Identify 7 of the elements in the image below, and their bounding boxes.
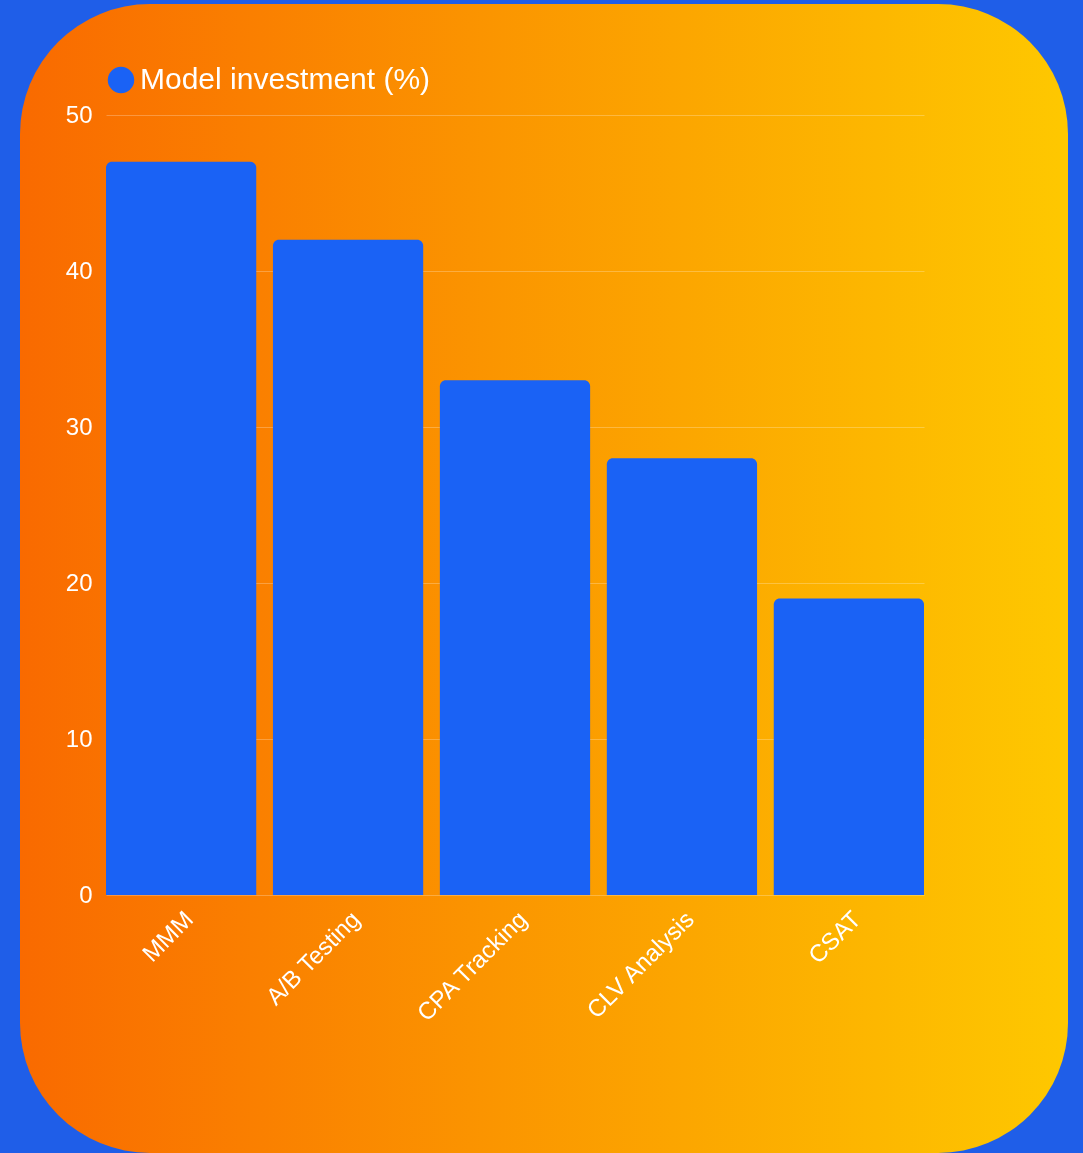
y-tick-label: 40: [65, 256, 93, 284]
legend-label: Model investment (%): [140, 62, 431, 95]
y-tick-label: 50: [65, 100, 93, 128]
y-tick-label: 20: [65, 568, 93, 596]
y-tick-label: 0: [79, 880, 93, 908]
y-tick-label: 30: [65, 412, 93, 440]
y-tick-label: 10: [65, 724, 93, 752]
